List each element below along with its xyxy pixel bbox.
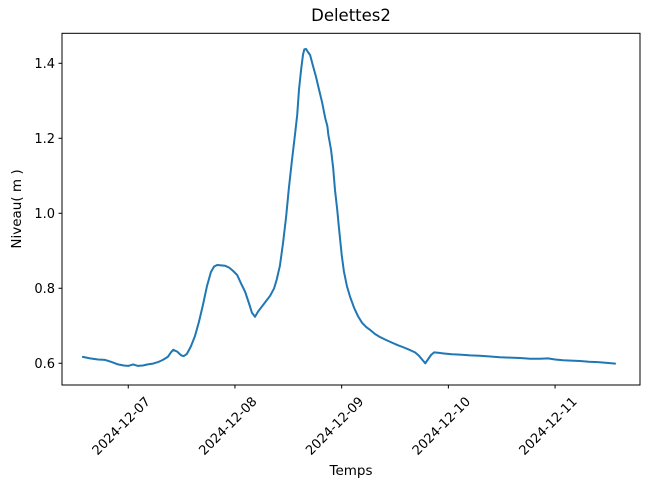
x-tick-label: 2024-12-11 bbox=[517, 395, 581, 459]
y-tick-label: 0.8 bbox=[34, 282, 55, 297]
y-tick-label: 1.4 bbox=[34, 57, 55, 72]
x-tick-label: 2024-12-09 bbox=[303, 395, 367, 459]
level-series-line bbox=[81, 48, 617, 367]
y-tick-label: 1.2 bbox=[34, 132, 55, 147]
x-tick-label: 2024-12-10 bbox=[410, 395, 474, 459]
x-axis-label: Temps bbox=[329, 463, 373, 479]
x-tick-label: 2024-12-07 bbox=[90, 395, 154, 459]
y-tick-label: 1.0 bbox=[34, 207, 55, 222]
x-tick-label: 2024-12-08 bbox=[196, 395, 260, 459]
y-tick-label: 0.6 bbox=[34, 357, 55, 372]
plot-border bbox=[61, 32, 641, 386]
chart-title: Delettes2 bbox=[311, 6, 391, 25]
y-axis-label: Niveau( m ) bbox=[9, 169, 25, 249]
